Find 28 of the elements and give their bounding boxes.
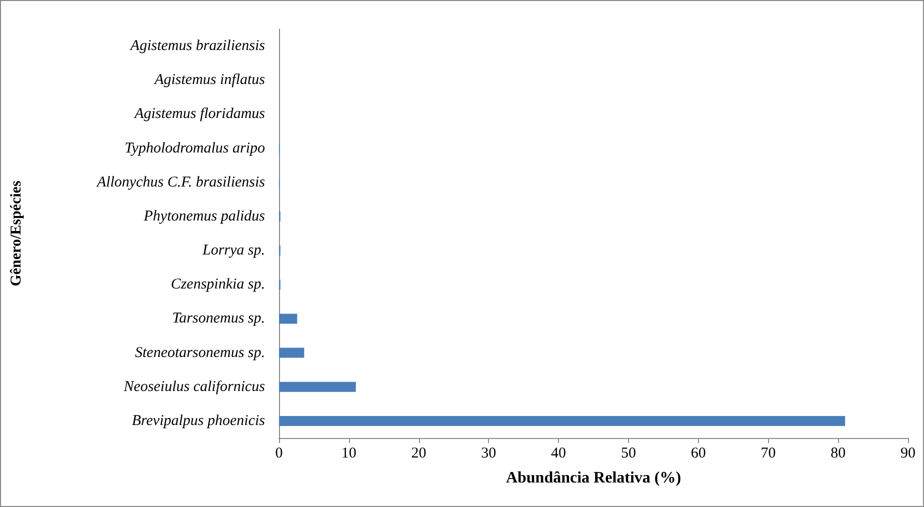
y-tick-label: Phytonemus palidus [142, 208, 266, 224]
y-tick-label: Agistemus floridamus [134, 106, 266, 122]
x-tick-label: 70 [760, 446, 776, 462]
bar [279, 314, 298, 324]
x-tick-label: 60 [690, 446, 706, 462]
y-tick-label: Lorrya sp. [201, 242, 265, 259]
y-axis-title: Gênero/Espécies [8, 180, 24, 286]
y-tick-label: Typholodromalus aripo [124, 140, 266, 156]
x-tick-label: 10 [341, 446, 356, 462]
y-tick-label: Neoseiulus californicus [122, 378, 266, 395]
y-tick-label: Czenspinkia sp. [170, 276, 265, 293]
x-tick-label: 40 [551, 446, 566, 462]
x-tick-label: 20 [411, 446, 426, 462]
x-tick-label: 50 [620, 446, 636, 462]
y-tick-label: Allonychus C.F. brasiliensis [96, 174, 266, 190]
x-tick-label: 0 [275, 446, 283, 462]
bar [279, 348, 304, 358]
y-tick-label: Agistemus inflatus [154, 72, 266, 88]
y-tick-label: Tarsonemus sp. [172, 310, 265, 327]
y-tick-label: Brevipalpus phoenicis [132, 412, 266, 429]
x-axis-title: Abundância Relativa (%) [506, 470, 682, 486]
bar [279, 382, 356, 392]
x-tick-label: 80 [830, 446, 846, 462]
bar [279, 416, 846, 426]
y-tick-label: Steneotarsonemus sp. [135, 344, 265, 361]
y-tick-label: Agistemus braziliensis [129, 38, 266, 54]
x-tick-label: 30 [481, 446, 496, 462]
x-tick-label: 90 [900, 446, 916, 462]
